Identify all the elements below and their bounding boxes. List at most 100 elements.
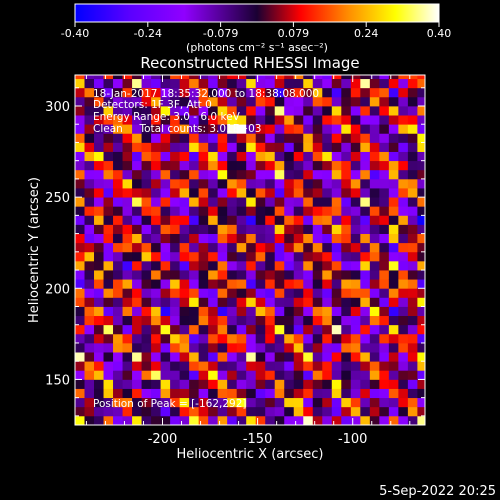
- heatmap-cell: [331, 352, 342, 362]
- heatmap-cell: [398, 306, 409, 317]
- heatmap-cell: [160, 133, 171, 143]
- heatmap-cell: [417, 160, 425, 171]
- heatmap-cell: [236, 288, 247, 298]
- y-axis-label: Heliocentric Y (arcsec): [27, 177, 42, 323]
- heatmap-cell: [246, 260, 257, 271]
- heatmap-cell: [113, 197, 123, 207]
- heatmap-cell: [303, 370, 314, 380]
- heatmap-cell: [284, 388, 295, 399]
- heatmap-cell: [236, 406, 247, 417]
- heatmap-cell: [417, 270, 425, 280]
- heatmap-cell: [360, 406, 371, 417]
- heatmap-cell: [151, 87, 161, 98]
- heatmap-cell: [417, 78, 425, 89]
- heatmap-cell: [274, 96, 285, 107]
- heatmap-cell: [113, 242, 123, 253]
- heatmap-cell: [360, 115, 371, 125]
- heatmap-cell: [122, 75, 133, 80]
- heatmap-cell: [350, 206, 361, 216]
- heatmap-cell: [170, 75, 181, 80]
- heatmap-cell: [379, 270, 390, 280]
- heatmap-cell: [341, 215, 352, 225]
- heatmap-cell: [274, 105, 285, 116]
- heatmap-cell: [312, 406, 323, 417]
- heatmap-cell: [84, 279, 95, 289]
- heatmap-cell: [198, 260, 209, 271]
- heatmap-cell: [179, 279, 190, 289]
- heatmap-cell: [236, 297, 247, 307]
- heatmap-cell: [103, 206, 114, 216]
- heatmap-cell: [379, 406, 390, 417]
- heatmap-cell: [417, 251, 425, 262]
- heatmap-cell: [312, 133, 323, 143]
- heatmap-cell: [341, 297, 352, 307]
- heatmap-cell: [360, 270, 371, 280]
- heatmap-cell: [360, 78, 371, 89]
- heatmap-cell: [350, 197, 361, 207]
- heatmap-cell: [84, 270, 95, 280]
- heatmap-cell: [141, 188, 152, 198]
- heatmap-cell: [379, 188, 390, 198]
- heatmap-cell: [407, 242, 418, 253]
- heatmap-cell: [160, 388, 171, 399]
- heatmap-cell: [132, 260, 142, 271]
- heatmap-cell: [379, 133, 390, 143]
- heatmap-cell: [398, 260, 409, 271]
- heatmap-cell: [84, 178, 95, 189]
- heatmap-cell: [417, 151, 425, 162]
- annotation-detectors: Detectors: 1F 3F, Att 0: [93, 99, 212, 111]
- heatmap-cell: [170, 142, 181, 152]
- heatmap-cell: [265, 160, 276, 171]
- heatmap-cell: [217, 96, 228, 107]
- heatmap-cell: [388, 333, 399, 344]
- heatmap-cell: [160, 75, 171, 80]
- heatmap-cell: [236, 87, 247, 98]
- heatmap-cell: [322, 78, 333, 89]
- heatmap-cell: [217, 333, 228, 344]
- plot-frame: [74, 74, 426, 426]
- heatmap-cell: [274, 215, 285, 225]
- heatmap-cell: [360, 124, 371, 134]
- heatmap-cell: [227, 178, 238, 189]
- heatmap-cell: [236, 315, 247, 326]
- heatmap-cell: [75, 215, 85, 225]
- heatmap-cell: [217, 315, 228, 326]
- heatmap-cell: [417, 197, 425, 207]
- heatmap-cell: [84, 324, 95, 335]
- heatmap-cell: [141, 142, 152, 152]
- heatmap-cell: [103, 151, 114, 162]
- heatmap-cell: [284, 270, 295, 280]
- heatmap-cell: [255, 306, 266, 317]
- heatmap-cell: [217, 151, 228, 162]
- heatmap-cell: [179, 242, 190, 253]
- heatmap-cells: [75, 75, 425, 425]
- heatmap-cell: [369, 206, 380, 216]
- heatmap-cell: [255, 415, 266, 425]
- colorbar-unit-label: (photons cm⁻² s⁻¹ asec⁻²): [186, 41, 328, 54]
- heatmap-cell: [284, 370, 295, 380]
- heatmap-cell: [388, 115, 399, 125]
- heatmap-cell: [208, 342, 219, 353]
- heatmap-cell: [360, 96, 371, 107]
- heatmap-cell: [341, 324, 352, 335]
- heatmap-cell: [274, 406, 285, 417]
- heatmap-cell: [379, 415, 390, 425]
- heatmap-cell: [141, 206, 152, 216]
- heatmap-cell: [379, 87, 390, 98]
- heatmap-cell: [379, 370, 390, 380]
- heatmap-cell: [322, 288, 333, 298]
- heatmap-cell: [284, 233, 295, 244]
- heatmap-cell: [160, 306, 171, 317]
- heatmap-cell: [217, 197, 228, 207]
- heatmap-cell: [217, 388, 228, 399]
- heatmap-cell: [75, 75, 85, 80]
- heatmap-cell: [189, 270, 200, 280]
- heatmap-cell: [350, 78, 361, 89]
- heatmap-cell: [151, 188, 161, 198]
- heatmap-cell: [293, 233, 304, 244]
- colorbar-tick-label: -0.40: [61, 27, 89, 40]
- heatmap-cell: [189, 160, 200, 171]
- heatmap-cell: [113, 105, 123, 116]
- heatmap-cell: [417, 361, 425, 371]
- heatmap-cell: [255, 288, 266, 298]
